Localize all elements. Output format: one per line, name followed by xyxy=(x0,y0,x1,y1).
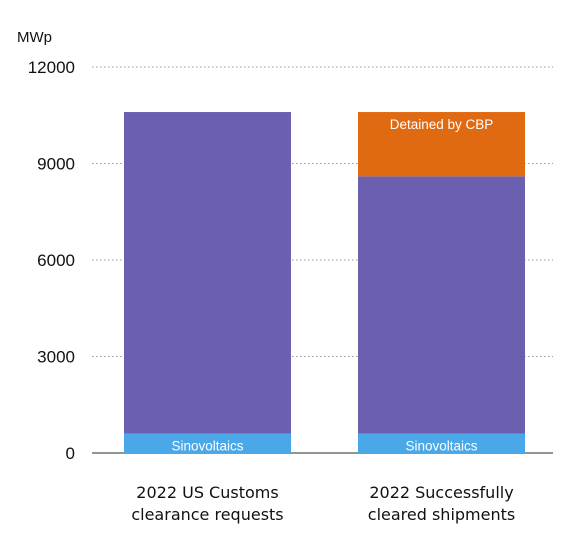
bar-segment xyxy=(358,176,525,434)
segment-label: Sinovoltaics xyxy=(405,439,477,454)
y-tick-label: 9000 xyxy=(37,155,75,174)
category-label: cleared shipments xyxy=(368,505,515,524)
bar-segment xyxy=(124,112,291,434)
y-axis-unit-label: MWp xyxy=(17,29,52,46)
y-tick-label: 12000 xyxy=(28,58,75,77)
y-tick-label: 3000 xyxy=(37,348,75,367)
y-tick-label: 6000 xyxy=(37,251,75,270)
segment-label: Detained by CBP xyxy=(390,117,494,132)
category-label: clearance requests xyxy=(131,505,283,524)
y-tick-label: 0 xyxy=(66,444,75,463)
segment-label: Sinovoltaics xyxy=(171,439,243,454)
y-tick-labels: 0 3000 6000 9000 12000 xyxy=(28,58,75,463)
bar-segment xyxy=(124,433,291,453)
bar-segment xyxy=(358,433,525,453)
bar-segment xyxy=(358,112,525,177)
category-label: 2022 US Customs xyxy=(136,483,278,502)
bars: Sinovoltaics Sinovoltaics Detained by CBP xyxy=(124,112,525,454)
category-label: 2022 Successfully xyxy=(369,483,513,502)
x-category-labels: 2022 US Customs clearance requests 2022 Su… xyxy=(131,483,515,524)
